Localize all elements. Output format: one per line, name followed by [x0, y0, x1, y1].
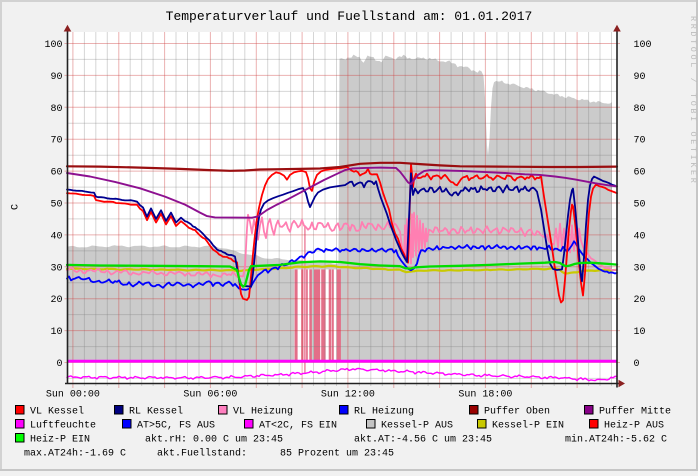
svg-text:C: C	[11, 204, 22, 210]
svg-text:80: 80	[634, 104, 646, 115]
svg-text:80: 80	[50, 104, 62, 115]
svg-text:RRDTOOL / TOBI OETIKER: RRDTOOL / TOBI OETIKER	[688, 16, 698, 185]
svg-text:10: 10	[634, 327, 646, 338]
svg-text:Puffer Mitte: Puffer Mitte	[599, 406, 671, 418]
svg-text:Sun 06:00: Sun 06:00	[183, 390, 237, 401]
svg-text:10: 10	[50, 327, 62, 338]
svg-text:akt.Fuellstand:: akt.Fuellstand:	[157, 448, 247, 460]
svg-text:Kessel-P EIN: Kessel-P EIN	[492, 420, 564, 432]
svg-text:Puffer Oben: Puffer Oben	[484, 406, 550, 418]
svg-text:60: 60	[50, 168, 62, 179]
svg-text:90: 90	[50, 72, 62, 83]
svg-text:Sun 12:00: Sun 12:00	[321, 390, 375, 401]
svg-text:0: 0	[634, 359, 640, 370]
svg-text:20: 20	[50, 295, 62, 306]
svg-text:30: 30	[634, 263, 646, 274]
svg-text:30: 30	[50, 263, 62, 274]
svg-text:20: 20	[634, 295, 646, 306]
svg-text:RL Kessel: RL Kessel	[129, 406, 183, 418]
svg-text:VL Heizung: VL Heizung	[233, 406, 293, 418]
svg-text:akt.rH: 0.00 C um 23:45: akt.rH: 0.00 C um 23:45	[145, 434, 283, 446]
svg-text:Heiz-P EIN: Heiz-P EIN	[30, 434, 90, 446]
svg-text:RL Heizung: RL Heizung	[354, 406, 414, 418]
svg-text:Sun 00:00: Sun 00:00	[46, 390, 100, 401]
svg-text:AT<2C, FS EIN: AT<2C, FS EIN	[259, 421, 337, 432]
svg-text:max.AT24h:-1.69 C: max.AT24h:-1.69 C	[24, 448, 126, 460]
svg-text:VL Kessel: VL Kessel	[30, 406, 84, 418]
svg-text:100: 100	[44, 40, 62, 51]
svg-text:Heiz-P AUS: Heiz-P AUS	[604, 420, 664, 432]
svg-text:Temperaturverlauf und Fuellsta: Temperaturverlauf und Fuellstand am: 01.…	[166, 9, 533, 24]
svg-text:Luftfeuchte: Luftfeuchte	[30, 420, 96, 432]
svg-text:min.AT24h:-5.62 C: min.AT24h:-5.62 C	[565, 434, 667, 446]
svg-text:Kessel-P AUS: Kessel-P AUS	[381, 420, 453, 432]
svg-text:100: 100	[634, 40, 652, 51]
svg-text:90: 90	[634, 72, 646, 83]
svg-text:70: 70	[634, 136, 646, 147]
svg-text:0: 0	[56, 359, 62, 370]
svg-text:70: 70	[50, 136, 62, 147]
svg-text:AT>5C, FS AUS: AT>5C, FS AUS	[137, 421, 215, 432]
svg-text:Sun 18:00: Sun 18:00	[458, 390, 512, 401]
svg-text:40: 40	[50, 231, 62, 242]
svg-text:85 Prozent um 23:45: 85 Prozent um 23:45	[280, 449, 394, 460]
svg-text:60: 60	[634, 168, 646, 179]
svg-text:50: 50	[634, 200, 646, 211]
svg-text:50: 50	[50, 200, 62, 211]
svg-text:akt.AT:-4.56 C um 23:45: akt.AT:-4.56 C um 23:45	[354, 434, 492, 446]
svg-text:40: 40	[634, 231, 646, 242]
